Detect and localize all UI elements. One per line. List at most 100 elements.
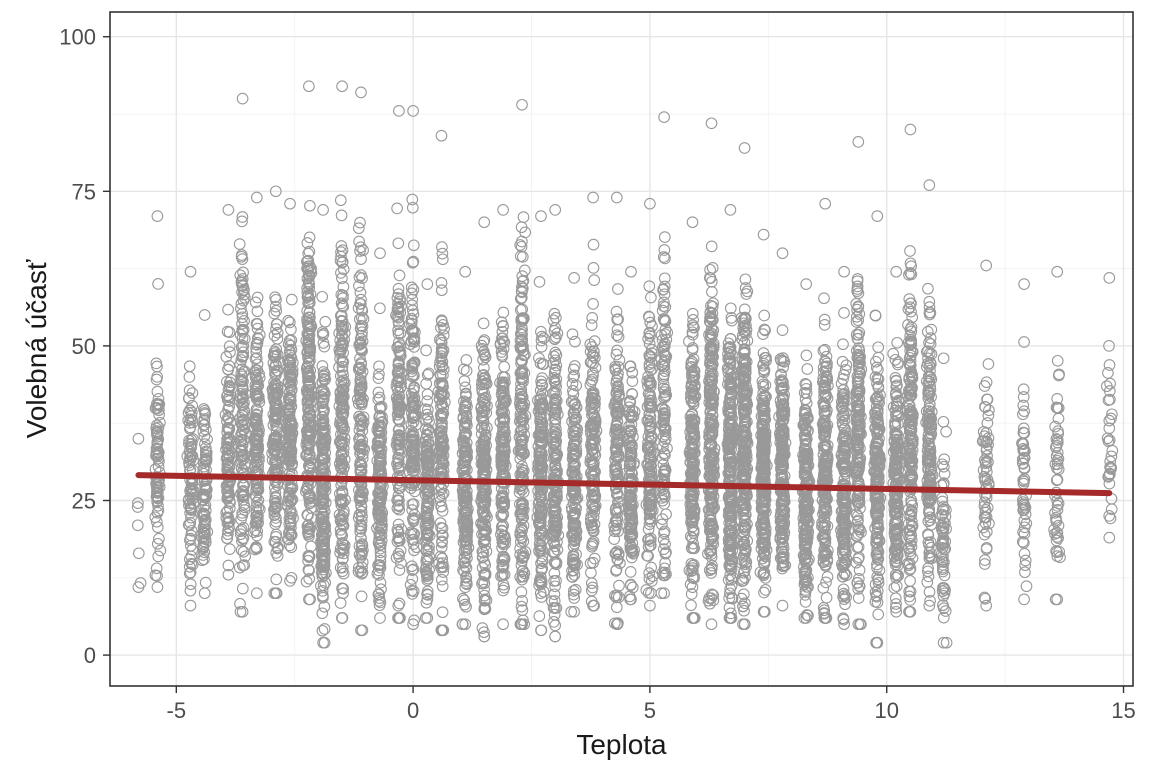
data-point: [338, 432, 351, 445]
data-point: [335, 450, 348, 462]
data-point: [285, 371, 298, 384]
data-point: [185, 406, 198, 419]
data-point: [356, 556, 369, 569]
data-point: [423, 498, 435, 510]
data-point: [131, 501, 144, 513]
data-point: [199, 445, 212, 458]
data-point: [300, 362, 313, 375]
data-point: [301, 347, 314, 359]
data-point: [253, 396, 266, 408]
data-point: [153, 532, 165, 545]
data-point: [250, 457, 263, 469]
data-point: [624, 360, 636, 373]
data-point: [372, 441, 384, 454]
data-point: [436, 253, 449, 266]
data-point: [610, 305, 623, 318]
data-point: [547, 314, 560, 327]
data-point: [222, 204, 235, 216]
data-point: [222, 431, 235, 444]
data-point: [587, 191, 599, 204]
data-point: [338, 377, 351, 389]
data-point: [646, 320, 658, 333]
data-point: [655, 587, 668, 600]
data-point: [337, 346, 349, 359]
data-point: [239, 457, 252, 470]
data-point: [235, 250, 248, 263]
data-point: [610, 191, 623, 204]
data-point: [566, 328, 579, 341]
data-point: [406, 201, 419, 214]
data-point: [372, 386, 385, 399]
data-point: [333, 343, 346, 356]
data-point: [235, 428, 247, 441]
data-point: [182, 406, 195, 419]
data-point: [355, 358, 367, 371]
data-point: [251, 496, 263, 509]
data-point: [250, 500, 263, 513]
data-point: [271, 388, 283, 401]
data-point: [234, 269, 247, 282]
data-point: [223, 432, 236, 445]
data-point: [236, 507, 249, 519]
data-point: [152, 393, 165, 405]
data-point: [419, 403, 432, 416]
data-point: [407, 255, 420, 268]
data-point: [407, 397, 420, 409]
data-point: [355, 545, 368, 557]
data-point: [184, 265, 197, 278]
data-point: [222, 438, 235, 450]
data-point: [270, 343, 283, 356]
data-point: [434, 437, 446, 450]
data-point: [658, 231, 671, 243]
data-point: [477, 317, 490, 330]
data-point: [222, 363, 235, 376]
data-point: [336, 565, 349, 578]
data-point: [223, 424, 235, 436]
data-point: [393, 564, 406, 576]
data-point: [269, 415, 282, 428]
data-point: [223, 326, 236, 339]
data-point: [199, 576, 212, 589]
data-point: [252, 442, 265, 455]
data-point: [283, 316, 296, 329]
data-point: [268, 535, 281, 548]
data-point: [187, 433, 199, 445]
data-point: [406, 391, 419, 404]
data-point: [249, 364, 262, 377]
data-point: [235, 297, 248, 310]
data-point: [250, 480, 263, 493]
data-point: [408, 533, 420, 546]
data-point: [304, 460, 316, 473]
data-point: [374, 550, 387, 562]
data-point: [685, 588, 698, 600]
data-point: [282, 314, 295, 327]
data-point: [316, 326, 329, 338]
data-point: [392, 297, 404, 310]
data-point: [285, 383, 298, 396]
data-point: [221, 389, 234, 402]
data-point: [354, 286, 367, 299]
data-point: [393, 438, 406, 451]
data-point: [335, 209, 348, 222]
data-point: [420, 344, 432, 357]
data-point: [249, 389, 262, 402]
data-point: [434, 408, 447, 421]
data-point: [422, 554, 435, 567]
data-point: [197, 541, 210, 553]
data-point: [304, 456, 317, 469]
data-point: [272, 438, 285, 451]
data-point: [236, 380, 249, 393]
data-point: [337, 383, 350, 395]
data-point: [403, 318, 416, 331]
data-point: [236, 559, 249, 572]
data-point: [406, 411, 419, 424]
data-point: [303, 530, 315, 542]
data-point: [305, 512, 318, 525]
data-point: [406, 361, 419, 373]
data-point: [434, 433, 447, 445]
data-point: [152, 550, 165, 563]
data-point: [393, 597, 406, 610]
data-point: [250, 191, 263, 204]
data-point: [407, 416, 420, 429]
data-point: [280, 442, 293, 454]
